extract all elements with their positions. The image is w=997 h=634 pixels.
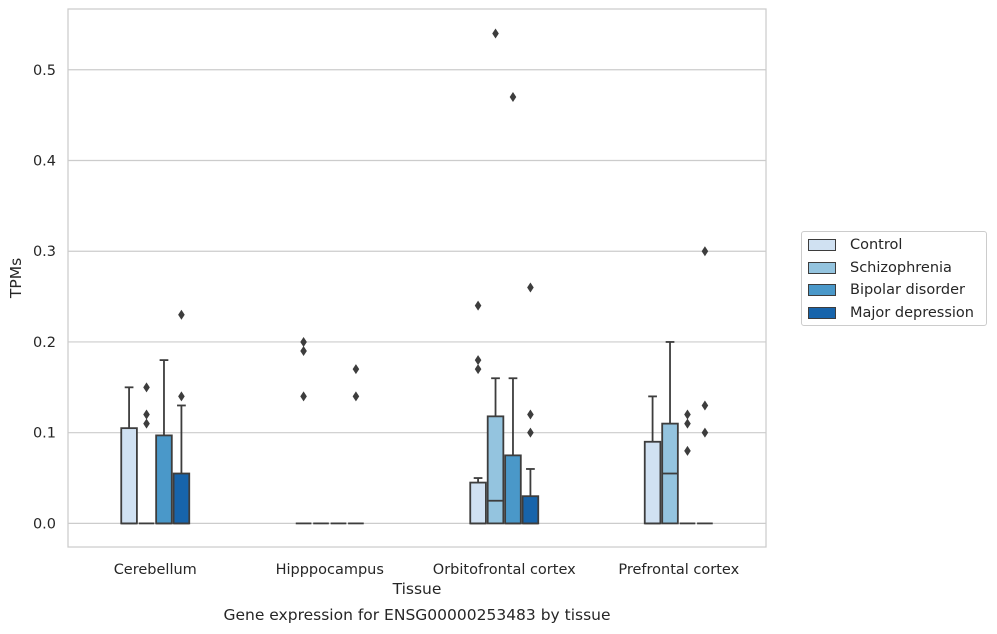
box-schizophrenia [486,377,505,525]
y-tick-label: 0.2 [33,335,56,351]
x-axis-label: Tissue [392,580,442,598]
outlier-point [684,409,691,420]
legend: Control Schizophrenia Bipolar disorder Majo… [801,231,987,326]
outlier-point [352,391,360,402]
outlier-point [527,282,534,293]
box-schizophrenia [661,341,679,525]
legend-label: Bipolar disorder [850,282,965,298]
y-tick-label: 0.3 [33,244,56,260]
y-tick-label: 0.0 [33,516,56,532]
outlier-point [143,418,150,429]
box-control [120,386,138,525]
outliers [143,28,709,456]
outlier-point [300,336,307,347]
outlier-point [143,382,150,393]
box-bipolar-disorder [504,377,522,525]
legend-item: Control [808,236,902,254]
legend-label: Schizophrenia [850,259,952,276]
boxes [120,341,713,525]
box-control [469,477,487,525]
y-tick-label: 0.1 [33,426,56,442]
outlier-point [178,309,185,320]
legend-swatch [808,261,836,274]
legend-swatch [808,284,836,296]
plot-frame [67,8,767,548]
box-body [643,440,662,525]
y-tick-labels: 0.0 0.1 0.2 0.3 0.4 0.5 [33,63,56,533]
legend-swatch [808,306,836,319]
x-tick-label: Hipppocampus [276,562,384,578]
y-axis-label: TPMs [7,258,25,299]
x-tick-label: Prefrontal cortex [618,562,739,578]
box-bipolar-disorder [155,359,173,525]
box-body [155,434,173,525]
box-body [504,454,522,525]
legend-item: Schizophrenia [808,259,952,277]
outlier-point [474,364,482,375]
legend-swatch [808,239,836,251]
outlier-point [300,346,307,357]
x-tick-labels: Cerebellum Hipppocampus Orbitofrontal cort… [114,562,740,578]
box-body [120,427,138,525]
box-body [486,415,505,525]
figure-caption: Gene expression for ENSG00000253483 by t… [223,606,611,624]
box-control [643,395,662,525]
outlier-point [143,409,150,420]
y-tick-label: 0.4 [33,154,56,170]
outlier-point [300,391,307,402]
outlier-point [474,300,482,311]
x-tick-label: Orbitofrontal cortex [433,562,576,578]
box-major-depression [521,468,540,525]
outlier-point [684,418,691,429]
outlier-point [474,355,482,366]
legend-item: Bipolar disorder [808,281,965,299]
y-tick-label: 0.5 [33,63,56,79]
outlier-point [684,445,691,456]
outlier-point [701,246,709,257]
outlier-point [492,28,499,39]
outlier-point [178,391,185,402]
x-tick-label: Cerebellum [114,562,197,578]
legend-label: Major depression [850,304,974,321]
box-major-depression [172,404,191,525]
outlier-point [701,400,709,411]
box-body [172,472,191,525]
outlier-point [509,92,517,103]
legend-item: Major depression [808,304,974,322]
outlier-point [527,409,534,420]
legend-label: Control [850,237,903,253]
box-body [469,481,487,525]
outlier-point [701,427,709,438]
box-body [521,495,540,525]
outlier-point [352,364,360,375]
outlier-point [527,427,534,438]
